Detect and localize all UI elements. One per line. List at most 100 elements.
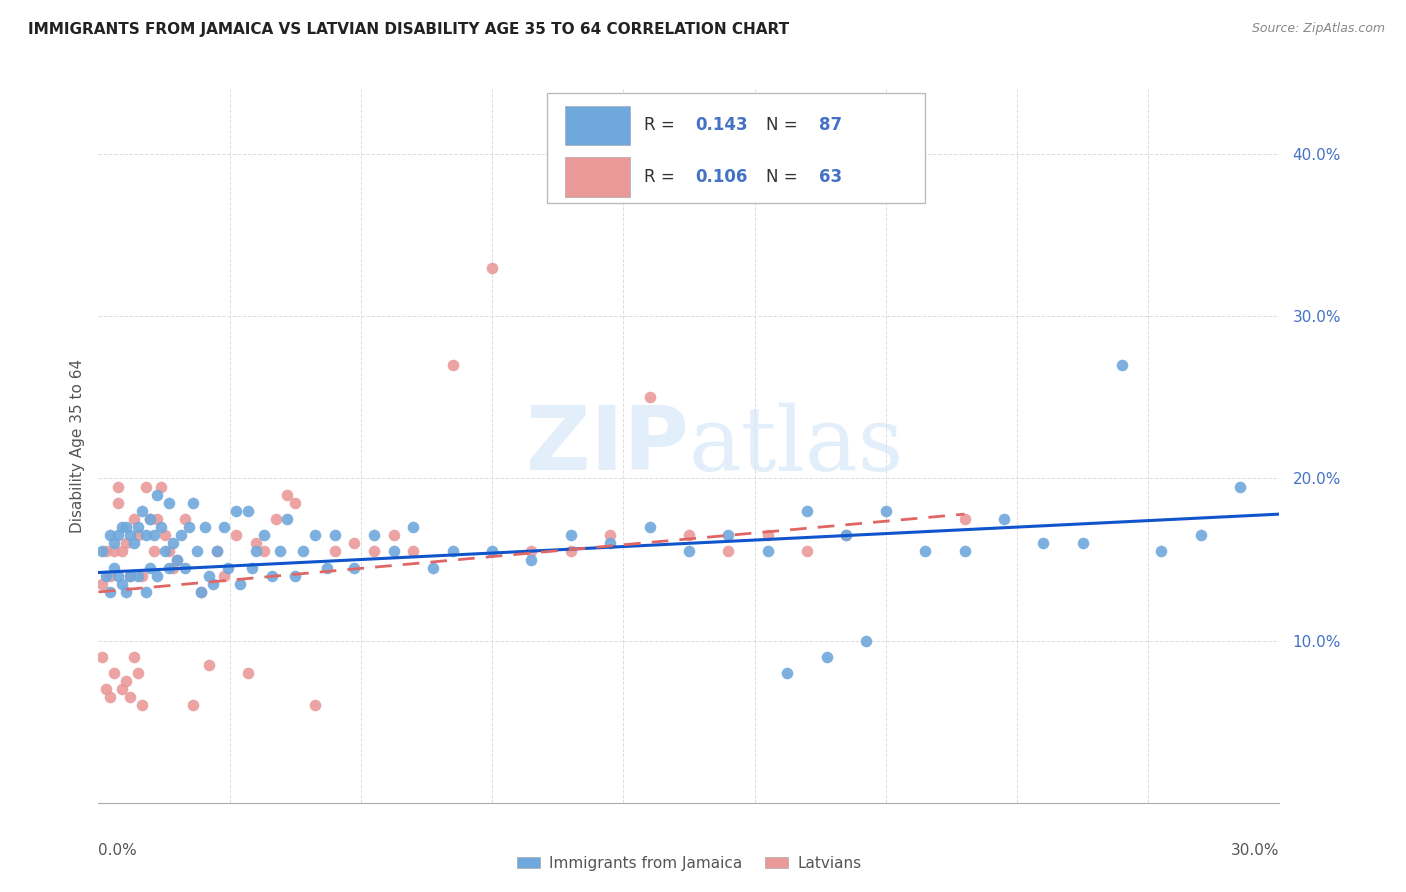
Text: 30.0%: 30.0% bbox=[1232, 843, 1279, 858]
Point bbox=[382, 544, 405, 558]
Point bbox=[323, 528, 346, 542]
FancyBboxPatch shape bbox=[565, 157, 630, 196]
Point bbox=[292, 544, 315, 558]
Text: 63: 63 bbox=[818, 168, 842, 186]
Point bbox=[142, 544, 165, 558]
Point bbox=[186, 544, 208, 558]
Text: N =: N = bbox=[766, 116, 803, 134]
Point bbox=[115, 585, 138, 599]
Legend: Immigrants from Jamaica, Latvians: Immigrants from Jamaica, Latvians bbox=[510, 850, 868, 877]
Point bbox=[127, 528, 149, 542]
Point bbox=[111, 520, 134, 534]
Point bbox=[138, 512, 160, 526]
Point bbox=[155, 544, 177, 558]
Point bbox=[284, 496, 307, 510]
Point bbox=[1071, 536, 1094, 550]
Text: N =: N = bbox=[766, 168, 803, 186]
Point bbox=[111, 544, 134, 558]
Point bbox=[343, 560, 366, 574]
Point bbox=[190, 585, 212, 599]
Point bbox=[96, 544, 118, 558]
Point bbox=[260, 568, 283, 582]
Point bbox=[276, 488, 298, 502]
Point bbox=[560, 544, 582, 558]
Point bbox=[229, 577, 252, 591]
Point bbox=[111, 682, 134, 697]
Point bbox=[678, 528, 700, 542]
Point bbox=[197, 657, 219, 672]
Point bbox=[197, 568, 219, 582]
Point bbox=[953, 512, 976, 526]
Point bbox=[875, 179, 897, 194]
Point bbox=[599, 528, 621, 542]
Point bbox=[253, 528, 276, 542]
Point bbox=[678, 544, 700, 558]
Point bbox=[194, 520, 217, 534]
Point bbox=[118, 690, 141, 705]
Point bbox=[264, 512, 287, 526]
Point bbox=[245, 544, 267, 558]
Point bbox=[1229, 479, 1251, 493]
Point bbox=[599, 536, 621, 550]
FancyBboxPatch shape bbox=[565, 105, 630, 145]
Point bbox=[1111, 358, 1133, 372]
Point bbox=[146, 488, 169, 502]
Text: Source: ZipAtlas.com: Source: ZipAtlas.com bbox=[1251, 22, 1385, 36]
Point bbox=[135, 528, 157, 542]
Point bbox=[236, 504, 259, 518]
Point bbox=[323, 544, 346, 558]
Point bbox=[717, 544, 740, 558]
Point bbox=[107, 496, 129, 510]
Point bbox=[118, 528, 141, 542]
Point bbox=[205, 544, 228, 558]
Point bbox=[162, 560, 184, 574]
Point bbox=[304, 528, 326, 542]
Point bbox=[560, 528, 582, 542]
Point bbox=[993, 512, 1015, 526]
Point bbox=[98, 585, 121, 599]
Point bbox=[96, 682, 118, 697]
Point bbox=[131, 568, 153, 582]
Point bbox=[142, 528, 165, 542]
Point bbox=[363, 528, 385, 542]
Text: 0.143: 0.143 bbox=[695, 116, 748, 134]
Point bbox=[107, 479, 129, 493]
Point bbox=[118, 568, 141, 582]
Point bbox=[150, 520, 173, 534]
Point bbox=[796, 504, 818, 518]
Point bbox=[245, 536, 267, 550]
Text: 0.0%: 0.0% bbox=[98, 843, 138, 858]
Point bbox=[756, 544, 779, 558]
Y-axis label: Disability Age 35 to 64: Disability Age 35 to 64 bbox=[69, 359, 84, 533]
Point bbox=[875, 504, 897, 518]
Point bbox=[638, 390, 661, 404]
Point bbox=[115, 536, 138, 550]
Point bbox=[382, 528, 405, 542]
Point bbox=[315, 560, 337, 574]
Point bbox=[150, 479, 173, 493]
Point bbox=[225, 504, 247, 518]
Point bbox=[122, 649, 145, 664]
Point bbox=[402, 544, 425, 558]
Point bbox=[174, 512, 197, 526]
Point bbox=[236, 666, 259, 681]
Point bbox=[1189, 528, 1212, 542]
Text: atlas: atlas bbox=[689, 402, 904, 490]
Point bbox=[835, 528, 858, 542]
Point bbox=[441, 544, 464, 558]
Point bbox=[103, 536, 125, 550]
Point bbox=[214, 568, 236, 582]
Point bbox=[107, 528, 129, 542]
Point bbox=[225, 528, 247, 542]
Point bbox=[127, 520, 149, 534]
Point bbox=[96, 568, 118, 582]
Point bbox=[91, 544, 114, 558]
Point bbox=[776, 666, 799, 681]
Point bbox=[253, 544, 276, 558]
Point bbox=[796, 544, 818, 558]
Point bbox=[122, 512, 145, 526]
Point bbox=[240, 560, 263, 574]
Point bbox=[284, 568, 307, 582]
Point bbox=[122, 536, 145, 550]
Point bbox=[131, 504, 153, 518]
